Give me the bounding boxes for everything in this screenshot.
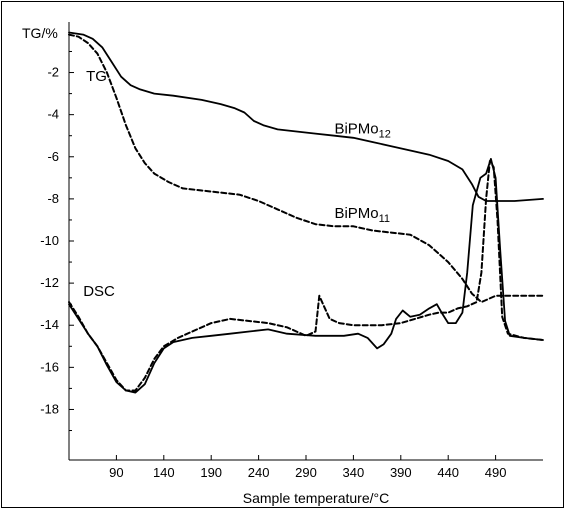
- annotation-label: TG: [86, 68, 107, 85]
- x-tick-label: 190: [200, 465, 222, 480]
- series-line-bipmo12-tg: [68, 31, 544, 202]
- y-tick-label: -12: [40, 275, 59, 290]
- series-layer: [68, 31, 544, 394]
- axis-ticks: 90 140 190 240 290 340 390 440 490 -2 -4 -6 -8 -10 -12…: [40, 50, 507, 480]
- annotation-label: BiPMo11: [334, 205, 390, 225]
- y-axis-title: TG/%: [22, 25, 58, 41]
- y-tick-label: -18: [40, 401, 59, 416]
- y-tick-label: -6: [47, 149, 59, 164]
- x-tick-label: 140: [153, 465, 175, 480]
- y-tick-label: -8: [47, 191, 59, 206]
- x-axis-title: Sample temperature/°C: [243, 490, 389, 506]
- x-tick-label: 240: [248, 465, 270, 480]
- x-tick-label: 440: [437, 465, 459, 480]
- annotations: TG DSC BiPMo12 BiPMo11: [83, 68, 391, 300]
- annotation-label: DSC: [83, 283, 115, 300]
- plot-axes: [68, 22, 543, 461]
- x-tick-label: 290: [295, 465, 317, 480]
- x-tick-label: 390: [390, 465, 412, 480]
- y-tick-label: -16: [40, 359, 59, 374]
- series-line-bipmo11-dsc: [68, 160, 544, 392]
- series-line-bipmo11-tg: [68, 33, 544, 304]
- series-line-bipmo12-dsc: [68, 158, 544, 394]
- x-tick-label: 490: [485, 465, 507, 480]
- x-tick-label: 90: [109, 465, 123, 480]
- y-tick-label: -4: [47, 107, 59, 122]
- x-tick-label: 340: [343, 465, 365, 480]
- y-tick-label: -14: [40, 317, 59, 332]
- y-tick-label: -2: [47, 65, 59, 80]
- y-tick-label: -10: [40, 233, 59, 248]
- annotation-label: BiPMo12: [334, 121, 390, 141]
